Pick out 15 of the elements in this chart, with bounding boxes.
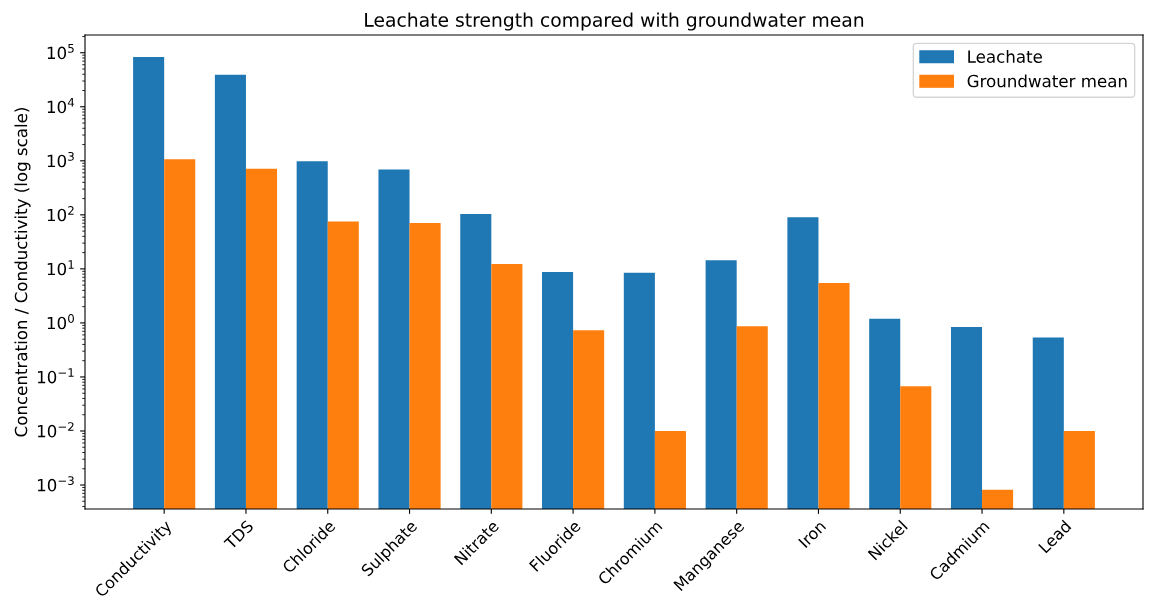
x-tick-label: TDS [223,519,255,551]
chart-title: Leachate strength compared with groundwater mean [365,12,864,31]
y-tick-label: 10$^{5}$ [47,44,74,60]
y-tick-label: 10$^{−2}$ [37,422,74,438]
x-tick-label: Iron [798,520,827,549]
y-tick-label: 10$^{3}$ [47,151,74,168]
y-tick-label: 10$^{2}$ [47,206,74,222]
y-tick-label: 10$^{−3}$ [37,476,74,492]
legend-label: Leachate [968,50,1042,63]
y-tick-label: 10$^{0}$ [47,314,74,330]
y-axis-title: Concentration / Conductivity (log scale) [14,108,31,437]
y-tick-label: 10$^{−1}$ [37,368,74,384]
legend-label: Groundwater mean [967,74,1127,88]
y-tick-label: 10$^{4}$ [47,98,75,114]
y-tick-label: 10$^{1}$ [47,260,74,276]
